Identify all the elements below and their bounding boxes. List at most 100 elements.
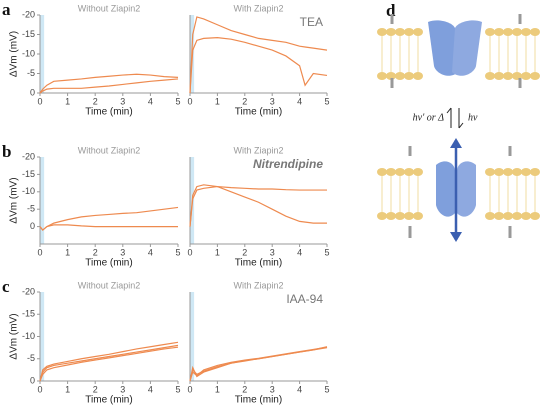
x-tick-label: 1: [65, 247, 70, 257]
lipid-head: [413, 168, 423, 176]
x-tick-label: 5: [324, 384, 329, 394]
lipid-head: [512, 212, 522, 220]
lipid-head: [404, 28, 414, 36]
channel-half: [456, 161, 476, 217]
y-tick-label: -20: [22, 286, 35, 296]
lipid-head: [377, 168, 387, 176]
x-tick-label: 3: [120, 247, 125, 257]
data-line: [39, 224, 178, 231]
lipid-head: [413, 72, 423, 80]
lipid-head: [521, 168, 531, 176]
data-line: [189, 346, 328, 382]
stimulus-band: [190, 292, 195, 381]
x-tick-label: 1: [215, 96, 220, 106]
gray-arrows: [390, 14, 522, 238]
channel-half: [436, 161, 456, 217]
x-tick-label: 0: [37, 247, 42, 257]
panel-label: a: [2, 0, 11, 19]
y-tick-label: -5: [27, 68, 35, 78]
lipid-head: [503, 168, 513, 176]
x-tick-label: 0: [37, 96, 42, 106]
lipid-head: [395, 72, 405, 80]
data-line: [189, 346, 328, 382]
x-tick-label: 3: [270, 247, 275, 257]
lipid-head: [377, 72, 387, 80]
x-tick-label: 2: [242, 96, 247, 106]
y-tick-label: 0: [30, 87, 35, 97]
x-tick-label: 2: [93, 96, 98, 106]
equilibrium-arrows: [446, 107, 464, 129]
x-tick-label: 3: [120, 96, 125, 106]
x-tick-label: 5: [175, 384, 180, 394]
chart-title: With Ziapin2: [233, 3, 283, 13]
channel-half: [428, 20, 458, 76]
y-axis-label: ΔVm (mV): [9, 31, 20, 77]
chart-title: Without Ziapin2: [78, 145, 141, 155]
lipid-head: [494, 212, 504, 220]
y-tick-label: -15: [22, 169, 35, 179]
x-tick-label: 0: [187, 247, 192, 257]
y-tick-label: -10: [22, 48, 35, 58]
x-tick-label: 1: [65, 384, 70, 394]
x-tick-label: 0: [187, 384, 192, 394]
data-line: [189, 184, 327, 227]
x-tick-label: 2: [242, 384, 247, 394]
chart-title: Without Ziapin2: [78, 280, 141, 290]
y-axis-label: ΔVm (mV): [9, 177, 20, 223]
x-tick-label: 4: [148, 247, 153, 257]
lipid-head: [404, 72, 414, 80]
y-axis-label: ΔVm (mV): [9, 313, 20, 359]
x-tick-label: 5: [324, 247, 329, 257]
diagram: d hν' or Δ hν: [377, 1, 540, 242]
x-tick-label: 1: [65, 96, 70, 106]
lipid-head: [395, 212, 405, 220]
transition-label: hν: [468, 112, 478, 123]
stimulus-band: [40, 292, 45, 381]
transition-label: hν' or Δ: [413, 112, 444, 123]
lipid-head: [413, 28, 423, 36]
x-tick-label: 4: [297, 247, 302, 257]
data-line: [39, 78, 179, 94]
lipid-head: [413, 212, 423, 220]
y-tick-label: -20: [22, 151, 35, 161]
membranes: [377, 28, 540, 220]
lipid-head: [485, 28, 495, 36]
lipid-head: [395, 28, 405, 36]
panel-label: d: [386, 1, 396, 20]
x-tick-label: 4: [148, 96, 153, 106]
lipid-head: [530, 28, 540, 36]
x-tick-label: 4: [297, 384, 302, 394]
lipid-head: [530, 72, 540, 80]
lipid-head: [503, 28, 513, 36]
x-axis-label: Time (min): [85, 107, 132, 118]
y-tick-label: -5: [27, 204, 35, 214]
lipid-head: [377, 212, 387, 220]
data-line: [189, 37, 328, 94]
x-tick-label: 4: [297, 96, 302, 106]
x-tick-label: 3: [270, 96, 275, 106]
chart-title: With Ziapin2: [233, 145, 283, 155]
data-line: [39, 341, 179, 382]
x-tick-label: 0: [37, 384, 42, 394]
lipid-head: [530, 212, 540, 220]
x-axis-label: Time (min): [235, 258, 282, 269]
x-tick-label: 0: [187, 96, 192, 106]
data-line: [39, 73, 179, 94]
data-line: [189, 185, 327, 227]
panel-label: c: [2, 277, 10, 296]
lipid-head: [503, 72, 513, 80]
x-axis-label: Time (min): [85, 395, 132, 405]
data-line: [39, 344, 179, 382]
stimulus-band: [40, 157, 45, 244]
lipid-head: [494, 28, 504, 36]
lipid-head: [494, 72, 504, 80]
lipid-head: [512, 28, 522, 36]
lipid-head: [521, 72, 531, 80]
data-line: [39, 346, 179, 382]
panel-label: b: [2, 142, 11, 161]
lipid-head: [521, 28, 531, 36]
y-tick-label: -10: [22, 331, 35, 341]
lipid-head: [494, 168, 504, 176]
x-tick-label: 2: [93, 247, 98, 257]
x-tick-label: 5: [324, 96, 329, 106]
